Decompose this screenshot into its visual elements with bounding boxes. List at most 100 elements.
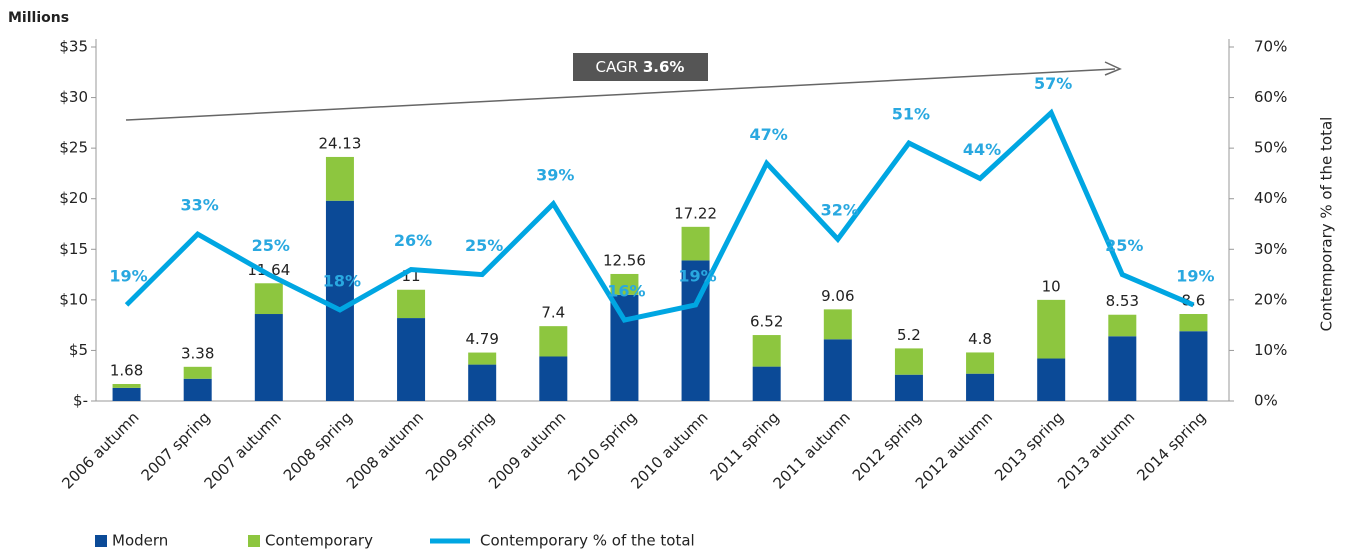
total-label: 4.79 — [465, 330, 498, 348]
x-tick-label: 2010 spring — [564, 408, 640, 484]
total-label: 24.13 — [318, 134, 361, 152]
y-tick-label: $- — [73, 392, 88, 410]
bar-segment — [1179, 331, 1208, 401]
cagr-arrow — [125, 68, 1116, 121]
x-tick-label: 2011 spring — [707, 408, 783, 484]
y2-axis-title: Contemporary % of the total — [1318, 117, 1336, 332]
x-tick-label: 2007 spring — [138, 408, 214, 484]
y2-tick-label: 70% — [1254, 38, 1287, 56]
bar-segment — [183, 378, 212, 401]
bar-segment — [397, 289, 426, 319]
total-label: 5.2 — [897, 326, 921, 344]
total-label: 12.56 — [603, 251, 646, 269]
total-label: 1.68 — [110, 362, 143, 380]
value-label: 57% — [1034, 74, 1072, 93]
legend-label: Modern — [112, 532, 168, 550]
total-label: 8.53 — [1106, 292, 1139, 310]
value-label: 32% — [821, 201, 859, 220]
value-label: 51% — [892, 105, 930, 124]
bar-segment — [325, 200, 354, 401]
y2-tick-label: 40% — [1254, 189, 1287, 207]
total-label: 4.8 — [968, 330, 992, 348]
y-tick-label: $20 — [59, 189, 88, 207]
bar-segment — [1037, 299, 1066, 359]
x-tick-label: 2008 spring — [280, 408, 356, 484]
value-label: 39% — [536, 165, 574, 184]
y2-tick-label: 30% — [1254, 240, 1287, 258]
bar-segment — [894, 348, 923, 375]
value-label: 19% — [678, 266, 716, 285]
x-tick-label: 2009 spring — [422, 408, 498, 484]
bar-segment — [325, 156, 354, 201]
value-label: 18% — [323, 271, 361, 290]
total-label: 11.64 — [247, 261, 290, 279]
y-tick-label: $5 — [69, 341, 88, 359]
bar-segment — [1037, 358, 1066, 401]
bar-segment — [752, 335, 781, 367]
value-label: 26% — [394, 231, 432, 250]
value-label: 19% — [109, 266, 147, 285]
x-tick-label: 2012 spring — [849, 408, 925, 484]
y2-tick-label: 0% — [1254, 392, 1278, 410]
total-label: 10 — [1042, 277, 1061, 295]
line — [124, 108, 1195, 323]
total-label: 17.22 — [674, 204, 717, 222]
y-axis-title: Millions — [8, 10, 69, 26]
legend-label: Contemporary % of the total — [480, 532, 695, 550]
x-tick-label: 2006 autumn — [58, 408, 142, 492]
bar-segment — [539, 356, 568, 401]
y-tick-label: $25 — [59, 139, 88, 157]
bar-segment — [966, 373, 995, 401]
x-tick-label: 2013 spring — [991, 408, 1067, 484]
bar-segment — [823, 309, 852, 340]
y-tick-label: $15 — [59, 240, 88, 258]
bar-segment — [254, 283, 283, 315]
value-label: 47% — [750, 125, 788, 144]
y2-tick-label: 60% — [1254, 88, 1287, 106]
bar-segment — [1179, 314, 1208, 332]
bar-segment — [681, 226, 710, 261]
bar-segment — [1108, 314, 1137, 337]
bar-segment — [468, 364, 497, 401]
y2-tick-label: 50% — [1254, 139, 1287, 157]
total-label: 7.4 — [541, 304, 565, 322]
value-label: 25% — [252, 236, 290, 255]
total-label: 6.52 — [750, 313, 783, 331]
cagr-box — [573, 53, 708, 81]
value-label: 44% — [963, 140, 1001, 159]
legend-swatch — [248, 535, 260, 547]
bar-segment — [823, 339, 852, 401]
bar-segment — [894, 374, 923, 401]
bar-segment — [752, 366, 781, 401]
bar-segment — [468, 352, 497, 365]
y-tick-label: $35 — [59, 38, 88, 56]
value-label: 25% — [465, 236, 503, 255]
legend-label: Contemporary — [265, 532, 373, 550]
bar-segment — [966, 352, 995, 374]
y2-tick-label: 20% — [1254, 290, 1287, 308]
bar-segment — [183, 366, 212, 379]
value-label: 16% — [607, 282, 645, 301]
cagr-text: CAGR 3.6% — [596, 58, 685, 76]
bar-segment — [610, 273, 639, 295]
cagr-label: CAGR — [596, 58, 639, 76]
value-label: 19% — [1176, 266, 1214, 285]
total-label: 3.38 — [181, 344, 214, 362]
value-label: 25% — [1105, 236, 1143, 255]
y-tick-label: $10 — [59, 290, 88, 308]
cagr-value: 3.6% — [643, 58, 685, 76]
bar-segment — [397, 318, 426, 401]
bar-segment — [254, 314, 283, 401]
bar-segment — [1108, 336, 1137, 401]
value-label: 33% — [181, 196, 219, 215]
y-tick-label: $30 — [59, 88, 88, 106]
total-label: 9.06 — [821, 287, 854, 305]
y2-tick-label: 10% — [1254, 341, 1287, 359]
cagr-arrow-head — [1104, 61, 1122, 76]
bar-segment — [112, 384, 141, 388]
bar-segment — [112, 387, 141, 401]
x-tick-label: 2014 spring — [1133, 408, 1209, 484]
bar-segment — [539, 326, 568, 357]
bar-segment — [610, 294, 639, 401]
